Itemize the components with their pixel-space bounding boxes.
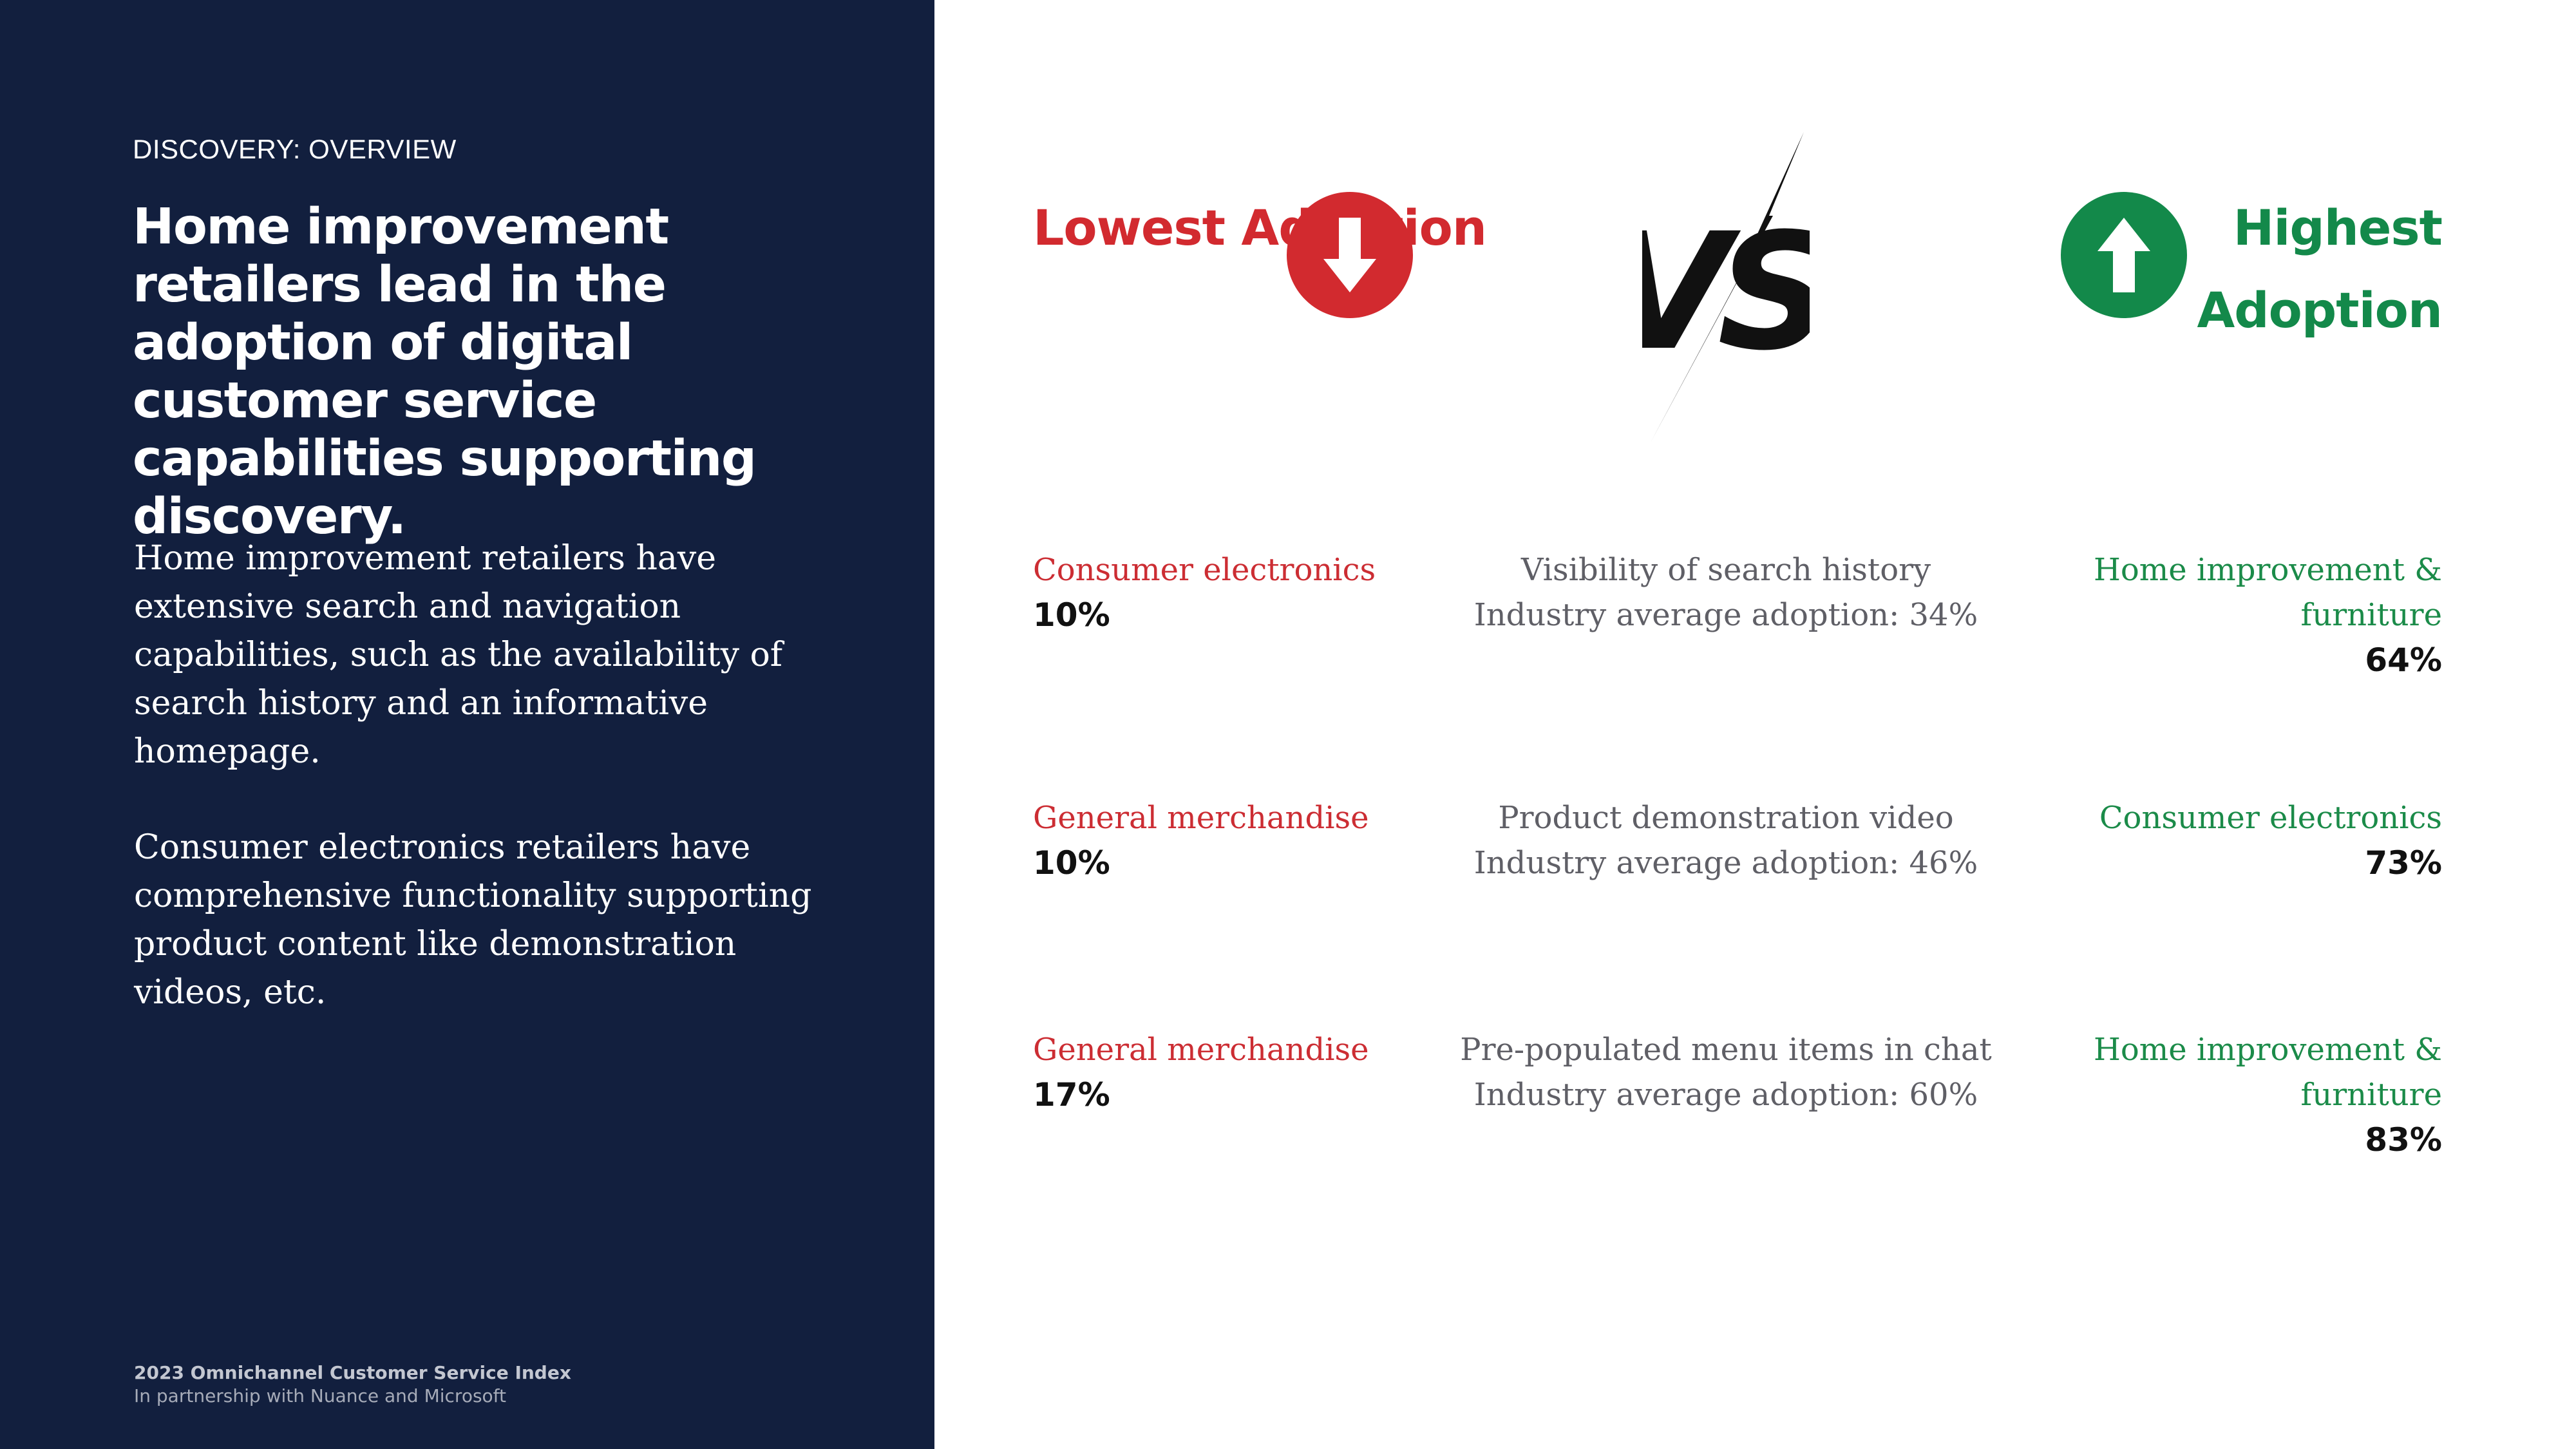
overview-paragraph-2: Consumer electronics retailers have comp… bbox=[134, 828, 812, 1012]
versus-label: VS bbox=[1642, 198, 1810, 386]
capability-cell: Product demonstration video Industry ave… bbox=[1449, 795, 2003, 886]
lowest-value: 10% bbox=[1033, 596, 1110, 634]
capability-cell: Pre-populated menu items in chat Industr… bbox=[1449, 1027, 2003, 1117]
highest-adoption-cell: Home improvement & furniture 64% bbox=[2054, 547, 2442, 683]
versus-icon: VS bbox=[1642, 64, 1810, 496]
highest-adoption-cell: Home improvement & furniture 83% bbox=[2054, 1027, 2442, 1162]
lowest-adoption-cell: Consumer electronics 10% bbox=[1033, 547, 1432, 638]
highest-value: 83% bbox=[2365, 1121, 2442, 1159]
highest-segment: Home improvement & furniture bbox=[2093, 552, 2442, 633]
lowest-segment: General merchandise bbox=[1033, 1032, 1369, 1068]
highest-segment: Home improvement & furniture bbox=[2093, 1032, 2442, 1113]
up-arrow-circle-icon bbox=[2061, 192, 2187, 318]
capability-cell: Visibility of search history Industry av… bbox=[1449, 547, 2003, 638]
lowest-value: 10% bbox=[1033, 844, 1110, 882]
industry-average: Industry average adoption: 46% bbox=[1473, 845, 1978, 881]
highest-segment: Consumer electronics bbox=[2099, 800, 2442, 836]
capability-name: Pre-populated menu items in chat bbox=[1460, 1032, 1992, 1068]
lowest-adoption-label: Lowest Adoption bbox=[1033, 199, 1487, 256]
industry-average: Industry average adoption: 34% bbox=[1473, 597, 1978, 633]
section-eyebrow: DISCOVERY: OVERVIEW bbox=[133, 134, 457, 164]
lowest-segment: General merchandise bbox=[1033, 800, 1369, 836]
lowest-adoption-cell: General merchandise 10% bbox=[1033, 795, 1432, 886]
down-arrow-circle-icon bbox=[1287, 192, 1413, 318]
overview-paragraph-1: Home improvement retailers have extensiv… bbox=[134, 539, 783, 771]
capability-name: Visibility of search history bbox=[1520, 552, 1931, 588]
capability-name: Product demonstration video bbox=[1498, 800, 1954, 836]
lowest-value: 17% bbox=[1033, 1076, 1110, 1113]
footer-title: 2023 Omnichannel Customer Service Index bbox=[134, 1362, 571, 1383]
lowest-adoption-cell: General merchandise 17% bbox=[1033, 1027, 1432, 1117]
highest-adoption-cell: Consumer electronics 73% bbox=[2054, 795, 2442, 886]
highest-value: 64% bbox=[2365, 641, 2442, 679]
lowest-segment: Consumer electronics bbox=[1033, 552, 1376, 588]
highest-adoption-heading: Highest Adoption bbox=[1996, 187, 2443, 352]
lowest-adoption-heading: Lowest Adoption bbox=[1033, 187, 1487, 269]
industry-average: Industry average adoption: 60% bbox=[1473, 1077, 1978, 1113]
footer-subtitle: In partnership with Nuance and Microsoft bbox=[134, 1385, 507, 1406]
overview-panel: DISCOVERY: OVERVIEW Home improvement ret… bbox=[0, 0, 934, 1449]
page-headline: Home improvement retailers lead in the a… bbox=[133, 198, 757, 545]
highest-value: 73% bbox=[2365, 844, 2442, 882]
highest-adoption-label: Highest Adoption bbox=[2197, 199, 2443, 339]
